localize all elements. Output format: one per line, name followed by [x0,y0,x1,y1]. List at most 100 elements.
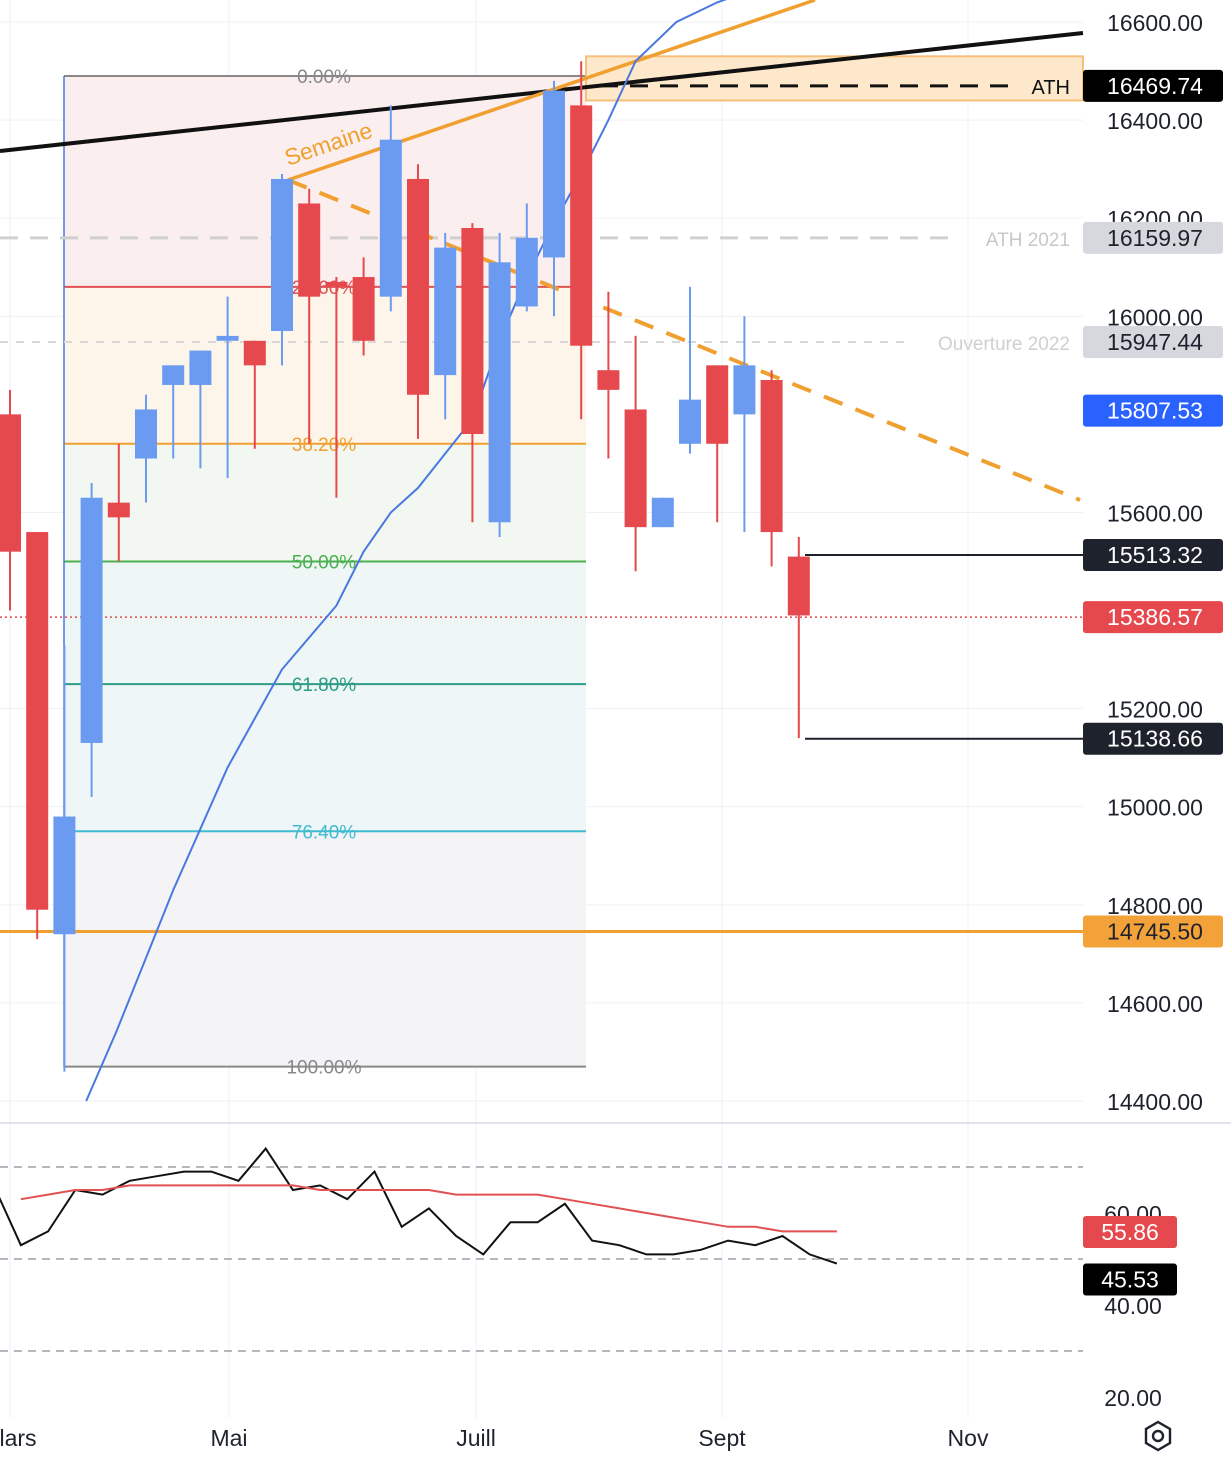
price-badge-bg [1083,538,1223,571]
price-tick-label: 15200.00 [1107,697,1203,723]
candle-body [162,365,185,385]
price-badge: 15807.53 [1083,394,1223,427]
osc-badge-bg [1083,1263,1177,1296]
time-tick-label: Juill [456,1425,496,1451]
candle-body [461,227,484,434]
price-tick-label: 15600.00 [1107,500,1203,526]
candle [80,483,103,797]
ouverture-label: Ouverture 2022 [938,334,1070,355]
fib-zone [64,561,586,685]
fib-level-label: 76.40% [292,822,357,843]
ath-2021-label: ATH 2021 [986,230,1070,251]
candle [107,443,130,562]
price-badge-label: 16159.97 [1107,225,1203,251]
candle [189,350,212,469]
candle [624,335,647,572]
candle [706,365,729,523]
candle [570,61,593,420]
candle [679,286,701,454]
price-badge-label: 16469.74 [1107,73,1203,99]
candle [597,291,620,459]
price-badge-bg [1083,722,1223,755]
oscillator-line [0,1146,838,1265]
candle [271,174,293,366]
candle [379,105,402,312]
candle-body [787,556,810,616]
candle-body [243,340,266,366]
candle [733,316,756,533]
candle-body [325,281,348,287]
osc-badge-label: 55.86 [1101,1219,1159,1245]
candle-body [107,502,130,518]
candle-body [298,203,321,297]
candle [243,340,266,449]
osc-badge: 55.86 [1083,1216,1177,1249]
osc-tick-label: 40.00 [1104,1293,1162,1319]
candle [515,203,538,312]
price-badge: 16159.97 [1083,221,1223,254]
candle [787,536,810,739]
weekly-trendline [287,0,816,182]
candle-body [679,399,701,444]
price-badge-label: 14745.50 [1107,919,1203,945]
price-badge-bg [1083,394,1223,427]
osc-tick-label: 20.00 [1104,1385,1162,1411]
fib-zone [64,75,586,287]
candle-body [189,350,212,385]
candle-body [706,365,729,444]
price-badge: 15513.32 [1083,538,1223,571]
candle-body [570,105,593,346]
candle-body [53,816,76,935]
candle-body [271,178,293,331]
candle-body [488,262,511,523]
chart-settings-button[interactable] [1138,1416,1178,1456]
price-badge: 14745.50 [1083,915,1223,948]
candle [0,389,21,611]
candle [325,277,348,498]
candle [543,80,565,317]
price-tick-label: 16400.00 [1107,108,1203,134]
candle [434,232,457,420]
candle-body [407,178,429,395]
price-badge-label: 15386.57 [1107,604,1203,630]
candle [135,394,157,503]
price-tick-label: 16600.00 [1107,10,1203,36]
price-badge: 16469.74 [1083,69,1223,102]
fib-level-label: 61.80% [292,675,357,696]
time-tick-label: Nov [948,1425,989,1451]
candle [461,223,484,523]
candle-body [760,380,783,533]
price-badge-label: 15513.32 [1107,542,1203,568]
fib-level-label: 0.00% [297,67,351,88]
price-badge-label: 15947.44 [1107,329,1203,355]
price-badge-bg [1083,601,1223,634]
price-badge-bg [1083,221,1223,254]
price-badge-bg [1083,326,1223,359]
ath-label: ATH [1031,77,1070,99]
candle-body [0,414,21,552]
fib-zone [64,831,586,1067]
candle-body [597,370,620,390]
candle-body [624,409,647,528]
candle-body [80,497,103,743]
candle [298,188,321,444]
candle-body [434,247,457,376]
fib-level-label: 100.00% [286,1058,361,1079]
candle [488,232,511,537]
price-badge: 15947.44 [1083,326,1223,359]
price-tick-label: 16000.00 [1107,304,1203,330]
osc-badge: 45.53 [1083,1263,1177,1296]
price-badge: 15386.57 [1083,601,1223,634]
oscillator-signal-line [20,1184,837,1233]
candle-body [26,532,49,910]
candle-body [379,139,402,297]
candle [407,164,429,439]
hexagon-settings-icon [1144,1420,1172,1452]
price-tick-label: 14400.00 [1107,1089,1203,1115]
time-tick-label: Sept [698,1425,746,1451]
osc-badge-bg [1083,1216,1177,1249]
time-tick-label: Mai [210,1425,247,1451]
candle [216,296,239,479]
candle [162,365,185,459]
